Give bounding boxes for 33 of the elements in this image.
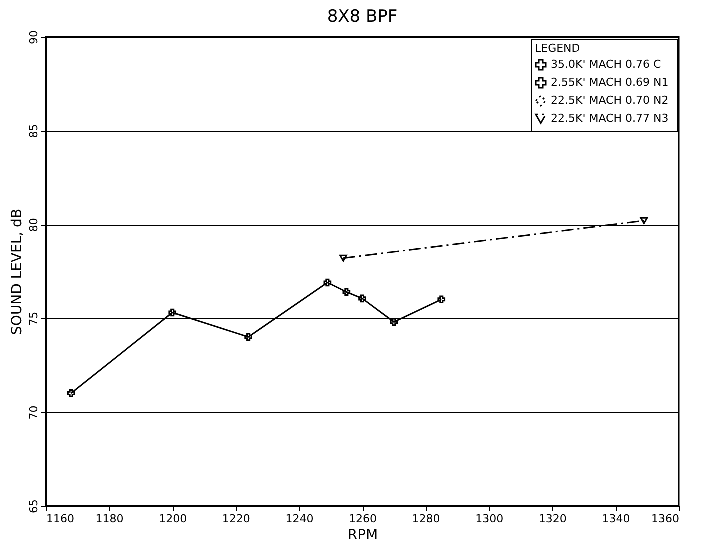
x-tick-label: 1340 bbox=[602, 512, 630, 526]
point bbox=[342, 288, 351, 296]
x-tick-label: 1200 bbox=[159, 512, 188, 526]
point bbox=[358, 294, 366, 303]
point bbox=[244, 333, 252, 342]
legend-label: 2.55K' MACH 0.69 N1 bbox=[551, 76, 669, 89]
y-axis-title: SOUND LEVEL, dB bbox=[10, 208, 26, 336]
x-tick-label: 1360 bbox=[652, 512, 680, 526]
y-tick-label: 90 bbox=[28, 30, 40, 44]
legend-title: LEGEND bbox=[535, 42, 580, 55]
point bbox=[324, 278, 332, 287]
y-tick-label: 85 bbox=[28, 124, 40, 138]
legend-label: 22.5K' MACH 0.77 N3 bbox=[551, 112, 669, 125]
point bbox=[168, 308, 177, 317]
x-tick-label: 1180 bbox=[96, 512, 124, 526]
y-tick-label: 70 bbox=[28, 406, 40, 420]
x-tick-label: 1320 bbox=[538, 512, 567, 526]
legend-label: 22.5K' MACH 0.70 N2 bbox=[551, 94, 669, 107]
legend-label: 35.0K' MACH 0.76 C bbox=[551, 58, 662, 71]
x-tick-label: 1280 bbox=[412, 512, 440, 526]
x-tick-label: 1220 bbox=[222, 512, 250, 526]
x-tick-label: 1260 bbox=[349, 512, 377, 526]
x-tick-label: 1300 bbox=[476, 512, 504, 526]
chart-title: 8X8 BPF bbox=[327, 7, 398, 27]
y-tick-label: 75 bbox=[28, 312, 40, 326]
point bbox=[390, 318, 398, 326]
point bbox=[67, 390, 76, 398]
x-tick-label: 1240 bbox=[286, 512, 314, 526]
x-tick-label: 1160 bbox=[46, 512, 74, 526]
y-tick-label: 80 bbox=[28, 218, 40, 232]
point bbox=[438, 296, 446, 304]
x-axis-title: RPM bbox=[348, 528, 378, 544]
y-tick-label: 65 bbox=[28, 500, 40, 514]
